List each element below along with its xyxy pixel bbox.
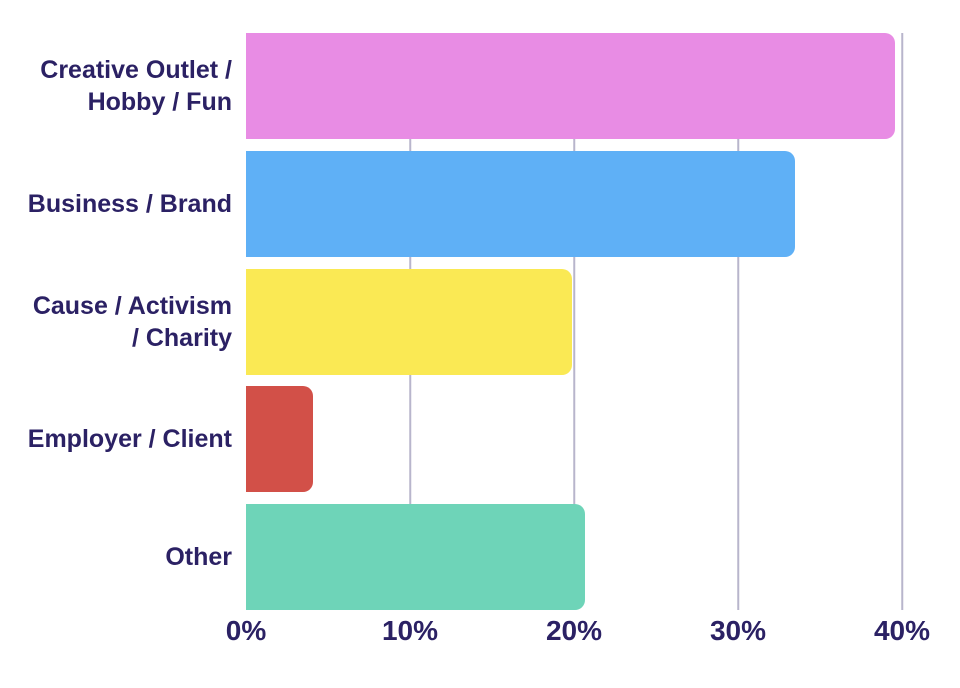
bar-row-other: Other xyxy=(0,504,902,610)
bar-cause-activism xyxy=(246,268,573,375)
bar-business-brand xyxy=(246,150,796,257)
bar-employer-client xyxy=(246,386,314,493)
bar-track xyxy=(246,504,902,610)
bar-other xyxy=(246,504,586,610)
bar-track xyxy=(246,33,902,139)
x-tick-40: 40% xyxy=(873,615,931,646)
x-tick-30: 30% xyxy=(709,615,767,646)
category-label-other: Other xyxy=(165,543,232,571)
bar-track xyxy=(246,150,902,257)
category-label-employer-client: Employer / Client xyxy=(27,425,232,454)
bar-rows: Creative Outlet / Hobby / Fun Business /… xyxy=(0,33,902,610)
bar-track xyxy=(246,386,902,493)
gridline-20pct xyxy=(573,33,575,610)
bar-row-creative-outlet: Creative Outlet / Hobby / Fun xyxy=(0,33,902,139)
x-axis: 0% 10% 20% 30% 40% xyxy=(0,615,960,651)
category-label-business-brand: Business / Brand xyxy=(27,189,232,218)
bar-row-business-brand: Business / Brand xyxy=(0,150,902,257)
x-tick-10: 10% xyxy=(381,615,439,646)
gridline-30pct xyxy=(737,33,739,610)
bar-row-cause-activism: Cause / Activism / Charity xyxy=(0,268,902,375)
bar-creative-outlet xyxy=(246,33,896,139)
bar-row-employer-client: Employer / Client xyxy=(0,386,902,493)
category-label-cause-activism: Cause / Activism / Charity xyxy=(32,291,232,352)
bar-track xyxy=(246,268,902,375)
gridline-40pct xyxy=(901,33,903,610)
x-tick-0: 0% xyxy=(225,615,267,646)
x-tick-20: 20% xyxy=(545,615,603,646)
category-label-creative-outlet: Creative Outlet / Hobby / Fun xyxy=(40,56,232,116)
